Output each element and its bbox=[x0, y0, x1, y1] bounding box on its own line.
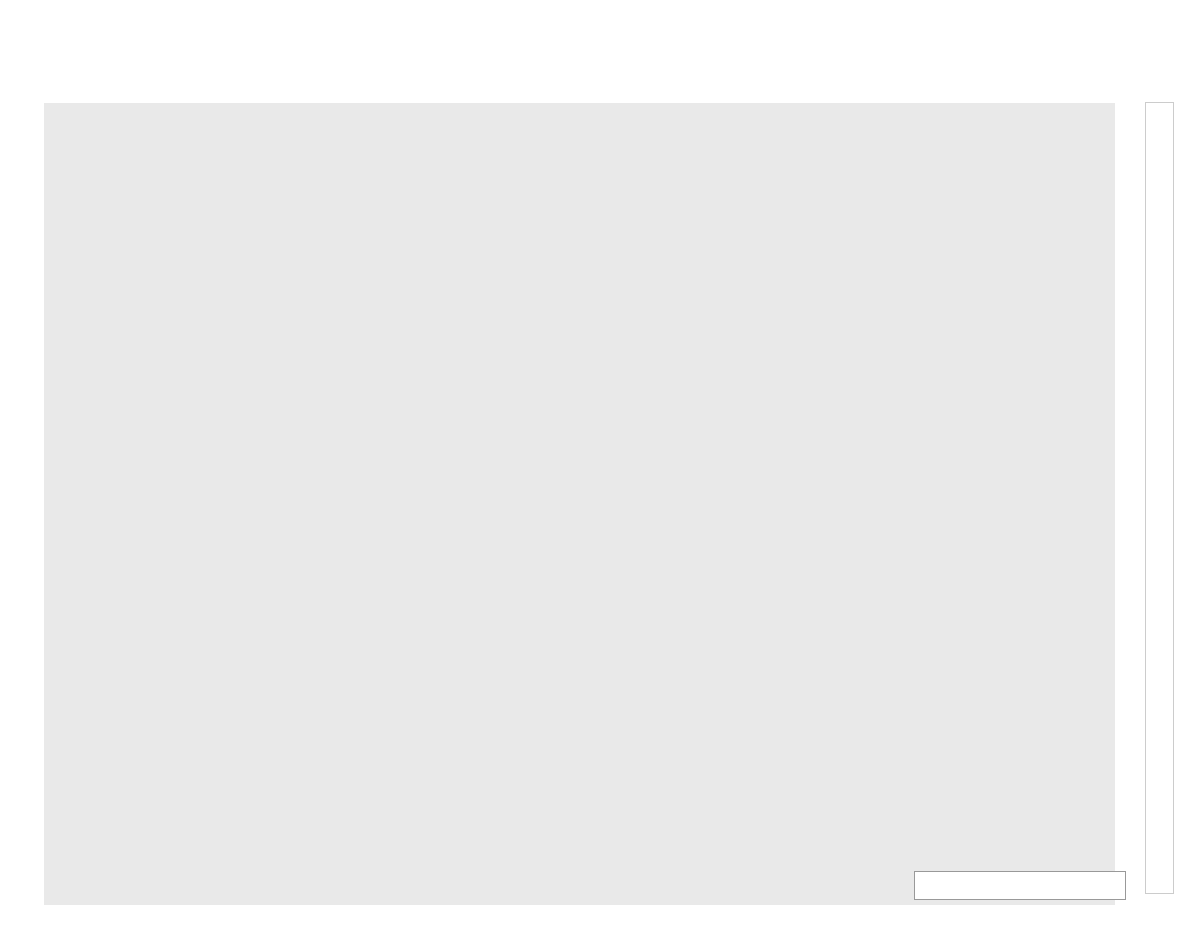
colorbar bbox=[1145, 102, 1174, 894]
map-svg bbox=[44, 103, 1115, 905]
map-plot-area bbox=[44, 103, 1115, 905]
credit-box bbox=[914, 871, 1126, 900]
